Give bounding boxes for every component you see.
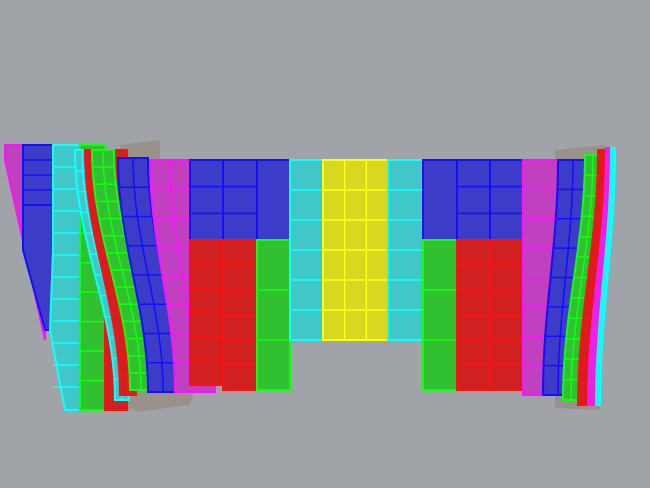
panel-mullion	[590, 147, 610, 406]
panel-mullion	[570, 154, 594, 401]
panel-mullion	[582, 149, 604, 406]
panel-mullion	[132, 157, 164, 393]
panel-blue-c8	[456, 159, 491, 241]
panel-mullion	[597, 147, 614, 406]
facade-model	[4, 140, 617, 412]
panel-blue-c1	[189, 159, 224, 241]
backing-panel-bottom	[130, 390, 195, 412]
panel-mullion	[102, 149, 142, 391]
panel-mullion	[557, 159, 574, 396]
panel-blue-c2	[222, 159, 258, 241]
panel-green-c3	[256, 239, 291, 391]
panel-blue-c9	[489, 159, 524, 241]
panel-blue-c7	[422, 159, 458, 241]
panel-green-c7	[422, 239, 458, 391]
panel-blue-c3	[256, 159, 291, 241]
